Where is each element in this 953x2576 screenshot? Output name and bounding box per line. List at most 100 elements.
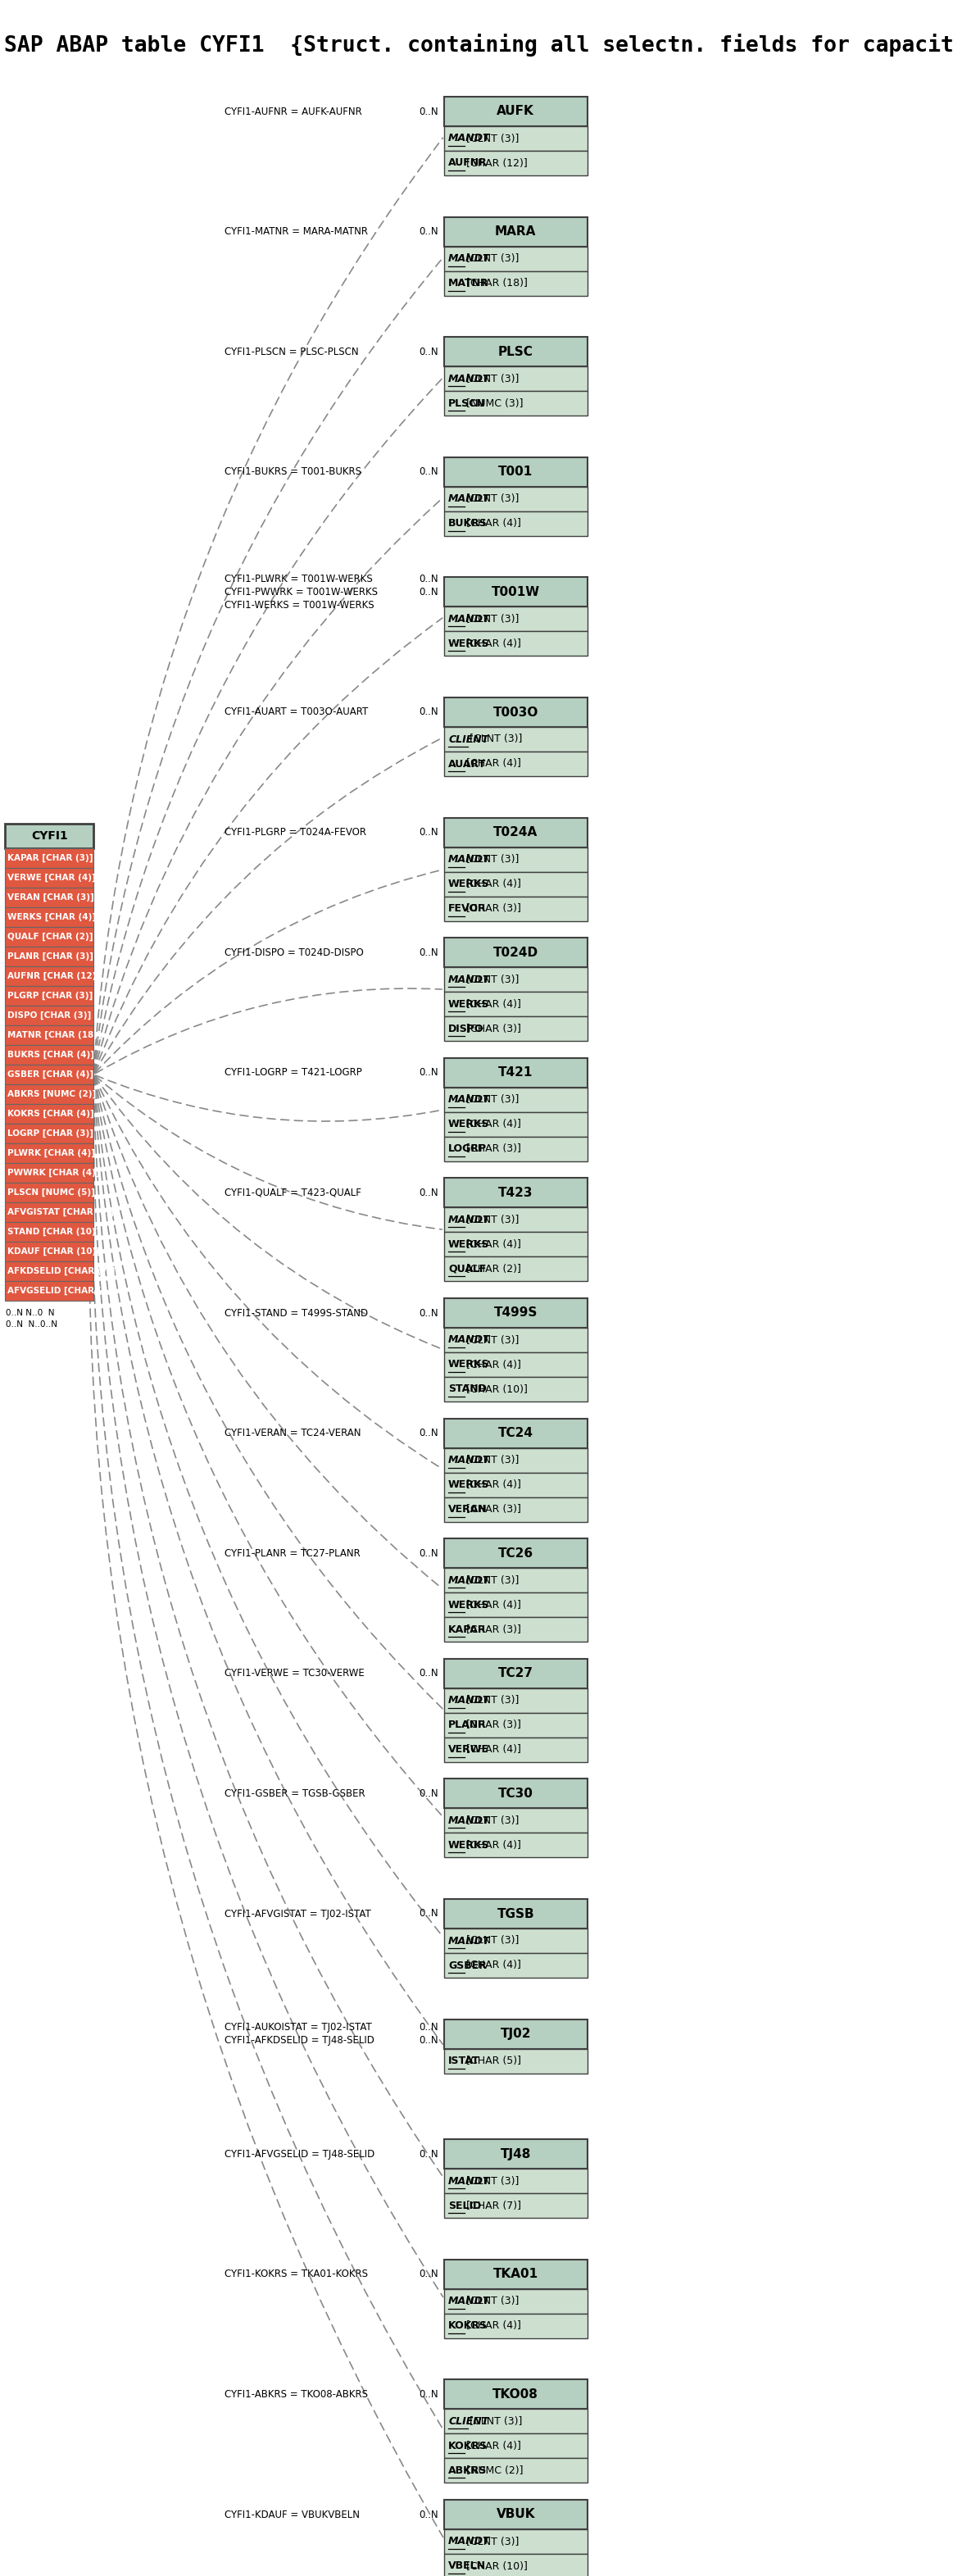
- Bar: [444, 1257, 587, 1280]
- Text: MANDT: MANDT: [448, 1455, 491, 1466]
- Bar: [444, 1929, 587, 1953]
- Text: WERKS: WERKS: [448, 1239, 490, 1249]
- Bar: [444, 152, 587, 175]
- Text: 0..N: 0..N: [418, 1669, 438, 1680]
- Text: [CHAR (3)]: [CHAR (3)]: [466, 1721, 521, 1731]
- Text: AUFNR [CHAR (12)]: AUFNR [CHAR (12)]: [8, 971, 100, 981]
- Bar: [444, 871, 587, 896]
- Bar: [444, 2553, 587, 2576]
- Bar: [444, 752, 587, 775]
- Text: MATNR [CHAR (18)]: MATNR [CHAR (18)]: [8, 1030, 102, 1038]
- Text: PLSCN [NUMC (5)]: PLSCN [NUMC (5)]: [8, 1188, 95, 1198]
- Text: [CHAR (4)]: [CHAR (4)]: [466, 2321, 521, 2331]
- Bar: [444, 2290, 587, 2313]
- Text: PLSCN: PLSCN: [448, 399, 486, 410]
- Bar: [444, 848, 587, 871]
- Text: MANDT: MANDT: [448, 2537, 491, 2548]
- Bar: [444, 896, 587, 920]
- Text: T003O: T003O: [493, 706, 538, 719]
- Text: AFVGSELID [CHAR (7)]: AFVGSELID [CHAR (7)]: [8, 1285, 115, 1296]
- Text: [CLNT (3)]: [CLNT (3)]: [466, 2537, 519, 2548]
- Text: CYFI1-PLWRK = T001W-WERKS: CYFI1-PLWRK = T001W-WERKS: [225, 574, 373, 585]
- Bar: [444, 216, 587, 247]
- Text: [CLNT (3)]: [CLNT (3)]: [466, 1095, 519, 1105]
- Text: AFKDSELID [CHAR (7)]: AFKDSELID [CHAR (7)]: [8, 1267, 115, 1275]
- Text: [CHAR (3)]: [CHAR (3)]: [466, 1023, 521, 1033]
- Text: [CHAR (4)]: [CHAR (4)]: [466, 1118, 521, 1131]
- Bar: [444, 1177, 587, 1208]
- Bar: [444, 608, 587, 631]
- Bar: [444, 2499, 587, 2530]
- Bar: [444, 456, 587, 487]
- Text: T421: T421: [498, 1066, 533, 1079]
- Text: CYFI1-ABKRS = TKO08-ABKRS: CYFI1-ABKRS = TKO08-ABKRS: [225, 2388, 368, 2401]
- Text: [CHAR (4)]: [CHAR (4)]: [466, 1360, 521, 1370]
- Text: CYFI1-AUKOISTAT = TJ02-ISTAT: CYFI1-AUKOISTAT = TJ02-ISTAT: [225, 2022, 372, 2032]
- Text: [CLNT (3)]: [CLNT (3)]: [466, 974, 519, 984]
- Text: ISTAT: ISTAT: [448, 2056, 479, 2066]
- Text: 0..N: 0..N: [418, 2035, 438, 2045]
- Bar: [5, 1280, 93, 1301]
- Text: MANDT: MANDT: [448, 1213, 491, 1226]
- Text: [CLNT (3)]: [CLNT (3)]: [470, 734, 522, 744]
- Text: 0..N: 0..N: [418, 466, 438, 477]
- Text: CYFI1-STAND = T499S-STAND: CYFI1-STAND = T499S-STAND: [225, 1309, 368, 1319]
- Text: AUART: AUART: [448, 757, 486, 770]
- Text: MATNR: MATNR: [448, 278, 489, 289]
- Bar: [444, 270, 587, 296]
- Bar: [444, 1448, 587, 1473]
- Text: T499S: T499S: [494, 1306, 537, 1319]
- Text: DISPO: DISPO: [448, 1023, 484, 1033]
- Bar: [5, 987, 93, 1005]
- Text: [CHAR (4)]: [CHAR (4)]: [466, 1239, 521, 1249]
- Bar: [5, 1203, 93, 1221]
- Bar: [444, 1352, 587, 1378]
- Text: VERWE [CHAR (4)]: VERWE [CHAR (4)]: [8, 873, 96, 881]
- Bar: [444, 2530, 587, 2553]
- Text: 0..N: 0..N: [418, 2388, 438, 2401]
- Text: [CHAR (4)]: [CHAR (4)]: [466, 1744, 521, 1754]
- Text: MANDT: MANDT: [448, 1574, 491, 1587]
- Text: [CHAR (3)]: [CHAR (3)]: [466, 1144, 521, 1154]
- Bar: [444, 510, 587, 536]
- Text: SAP ABAP table CYFI1  {Struct. containing all selectn. fields for capacity plann: SAP ABAP table CYFI1 {Struct. containing…: [4, 33, 953, 57]
- Bar: [444, 698, 587, 726]
- Text: [CLNT (3)]: [CLNT (3)]: [466, 1574, 519, 1587]
- Text: [CLNT (3)]: [CLNT (3)]: [470, 2416, 522, 2427]
- Text: PLGRP [CHAR (3)]: PLGRP [CHAR (3)]: [8, 992, 93, 999]
- Text: QUALF: QUALF: [448, 1265, 486, 1275]
- Text: CYFI1-AFVGISTAT = TJ02-ISTAT: CYFI1-AFVGISTAT = TJ02-ISTAT: [225, 1909, 371, 1919]
- Bar: [444, 938, 587, 969]
- Text: CYFI1-QUALF = T423-QUALF: CYFI1-QUALF = T423-QUALF: [225, 1188, 361, 1198]
- Text: [CLNT (3)]: [CLNT (3)]: [466, 1935, 519, 1945]
- Text: PWWRK [CHAR (4)]: PWWRK [CHAR (4)]: [8, 1170, 100, 1177]
- Text: [CLNT (3)]: [CLNT (3)]: [466, 855, 519, 866]
- Bar: [444, 247, 587, 270]
- Text: TGSB: TGSB: [497, 1909, 535, 1919]
- Text: 0..N: 0..N: [418, 227, 438, 237]
- Text: SELID: SELID: [448, 2200, 481, 2210]
- Text: [CHAR (3)]: [CHAR (3)]: [466, 1504, 521, 1515]
- Text: TKA01: TKA01: [493, 2267, 538, 2280]
- Bar: [444, 2192, 587, 2218]
- Bar: [444, 487, 587, 510]
- Text: MANDT: MANDT: [448, 613, 491, 623]
- Text: 0..N: 0..N: [418, 1788, 438, 1798]
- Text: [CLNT (3)]: [CLNT (3)]: [466, 374, 519, 384]
- Text: T024A: T024A: [494, 827, 537, 840]
- Text: ABKRS: ABKRS: [448, 2465, 487, 2476]
- Text: KDAUF [CHAR (10)]: KDAUF [CHAR (10)]: [8, 1247, 100, 1255]
- Text: VBELN: VBELN: [448, 2561, 486, 2571]
- Bar: [5, 966, 93, 987]
- Text: [CHAR (4)]: [CHAR (4)]: [466, 518, 521, 528]
- Text: CYFI1-VERWE = TC30-VERWE: CYFI1-VERWE = TC30-VERWE: [225, 1669, 365, 1680]
- Bar: [5, 889, 93, 907]
- Text: [CHAR (4)]: [CHAR (4)]: [466, 2439, 521, 2452]
- Text: PLWRK [CHAR (4)]: PLWRK [CHAR (4)]: [8, 1149, 95, 1157]
- Bar: [5, 1262, 93, 1280]
- Text: VERAN: VERAN: [448, 1504, 487, 1515]
- Bar: [444, 2409, 587, 2434]
- Bar: [5, 927, 93, 945]
- Text: TC30: TC30: [498, 1788, 534, 1801]
- Text: [CLNT (3)]: [CLNT (3)]: [466, 2295, 519, 2306]
